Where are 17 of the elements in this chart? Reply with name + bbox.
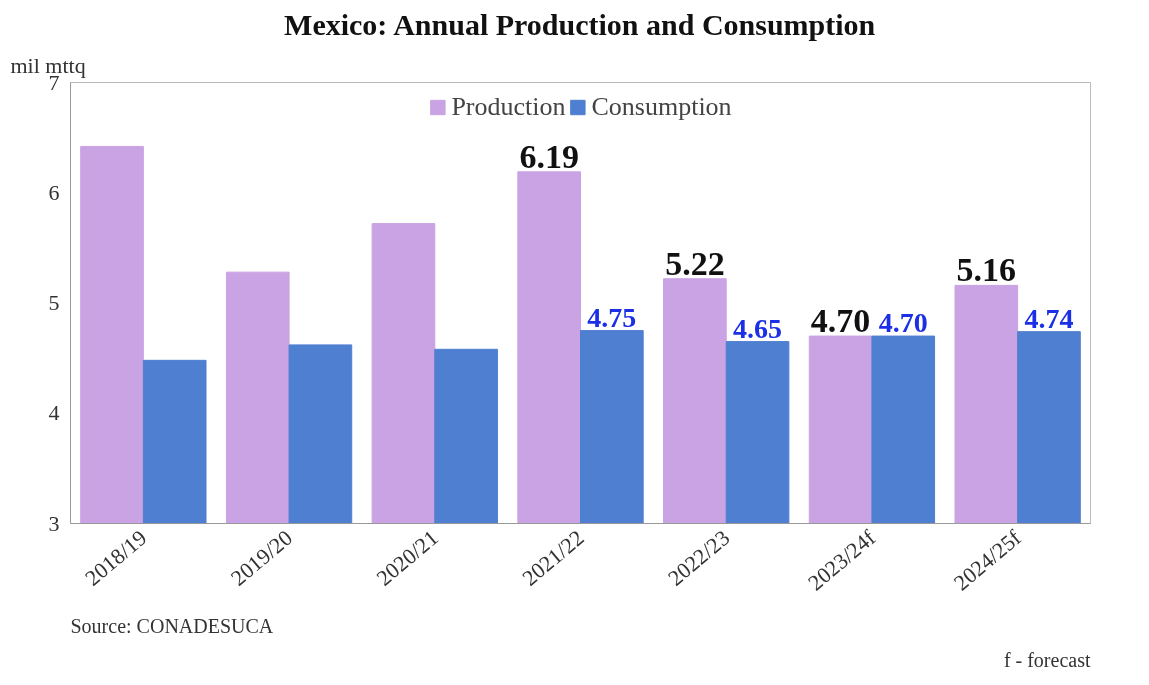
data-label: 4.75 bbox=[587, 301, 637, 333]
data-label: 5.22 bbox=[665, 244, 725, 282]
data-label: 4.74 bbox=[1024, 302, 1074, 334]
chart-title: Mexico: Annual Production and Consumption bbox=[284, 7, 876, 41]
data-label: 4.65 bbox=[733, 312, 783, 344]
data-label: 5.16 bbox=[956, 251, 1017, 289]
data-label: 6.19 bbox=[519, 137, 579, 175]
data-label: 4.70 bbox=[878, 307, 928, 339]
y-tick-label: 5 bbox=[48, 290, 60, 315]
y-tick-label: 4 bbox=[48, 400, 60, 426]
legend-label: Production bbox=[451, 92, 566, 122]
legend-label: Consumption bbox=[591, 92, 732, 122]
y-tick-label: 3 bbox=[48, 510, 60, 536]
data-label: 4.70 bbox=[810, 302, 871, 340]
source-note: Source: CONADESUCA bbox=[70, 614, 274, 637]
text: f - forecast bbox=[1003, 648, 1091, 671]
y-tick-label: 6 bbox=[48, 179, 60, 205]
